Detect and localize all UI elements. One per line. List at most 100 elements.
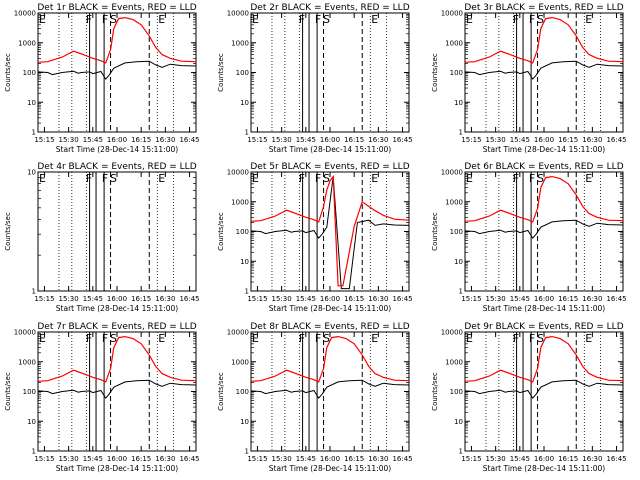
panel-title: Det 4r BLACK = Events, RED = LLD [37, 162, 196, 172]
panel-title: Det 9r BLACK = Events, RED = LLD [464, 322, 623, 332]
series-line-red [465, 175, 623, 223]
y-tick-label: 10 [454, 418, 463, 426]
panel-title: Det 6r BLACK = Events, RED = LLD [464, 162, 623, 172]
x-tick-label: 15:30 [59, 455, 79, 463]
x-axis-label: Start Time (28-Dec-14 15:11:00) [483, 145, 605, 154]
x-tick-label: 16:00 [534, 136, 554, 144]
x-tick-label: 15:45 [510, 295, 530, 303]
x-tick-label: 15:15 [247, 455, 267, 463]
marker-label: S [537, 172, 544, 185]
marker-lines [271, 172, 387, 291]
x-axis-label: Start Time (28-Dec-14 15:11:00) [483, 464, 605, 473]
x-tick-label: 16:15 [558, 136, 578, 144]
x-tick-label: 15:30 [486, 136, 506, 144]
marker-label: S [537, 332, 544, 345]
y-tick-label: 1000 [18, 39, 36, 47]
series-line-red [38, 335, 196, 383]
panel-title: Det 1r BLACK = Events, RED = LLD [37, 3, 196, 13]
y-tick-label: 1000 [18, 358, 36, 366]
series-line-black [38, 379, 196, 399]
y-axis-label: Counts/sec [217, 212, 225, 251]
y-tick-label: 1 [32, 288, 36, 296]
y-tick-label: 1000 [445, 39, 463, 47]
marker-label: F [86, 13, 92, 26]
y-axis-label: Counts/sec [431, 212, 439, 251]
x-tick-label: 16:00 [534, 455, 554, 463]
x-tick-label: 15:15 [461, 295, 481, 303]
y-axis-label: Counts/sec [217, 53, 225, 92]
y-tick-label: 10 [454, 99, 463, 107]
x-tick-label: 16:15 [131, 136, 151, 144]
x-tick-label: 16:45 [179, 295, 199, 303]
x-tick-label: 16:15 [344, 295, 364, 303]
x-tick-label: 15:45 [83, 455, 103, 463]
marker-label: F [102, 13, 108, 26]
y-tick-label: 10 [240, 99, 249, 107]
y-tick-label: 10000 [441, 169, 463, 177]
marker-label: F [513, 13, 519, 26]
x-tick-label: 16:15 [344, 136, 364, 144]
y-tick-label: 1 [245, 448, 249, 456]
x-tick-label: 16:00 [107, 295, 127, 303]
marker-label: F [315, 13, 321, 26]
y-tick-label: 10000 [227, 10, 249, 18]
x-axis-label: Start Time (28-Dec-14 15:11:00) [483, 304, 605, 313]
y-tick-label: 10 [27, 418, 36, 426]
x-tick-label: 15:15 [461, 455, 481, 463]
marker-label: E [466, 13, 473, 26]
marker-label: E [466, 332, 473, 345]
marker-label: S [110, 13, 117, 26]
x-tick-label: 15:30 [272, 295, 292, 303]
x-tick-label: 16:30 [368, 136, 388, 144]
series-group [38, 16, 196, 80]
x-tick-label: 15:15 [247, 136, 267, 144]
x-tick-label: 16:45 [179, 136, 199, 144]
y-tick-label: 10000 [227, 329, 249, 337]
x-tick-label: 15:30 [272, 136, 292, 144]
x-axis-label: Start Time (28-Dec-14 15:11:00) [56, 304, 178, 313]
marker-label: S [323, 172, 330, 185]
x-axis-label: Start Time (28-Dec-14 15:11:00) [56, 464, 178, 473]
series-line-black [251, 379, 409, 399]
x-tick-label: 16:45 [392, 295, 412, 303]
marker-label: E [158, 332, 165, 345]
y-tick-label: 100 [236, 388, 249, 396]
x-axis-label: Start Time (28-Dec-14 15:11:00) [56, 145, 178, 154]
marker-label: F [102, 172, 108, 185]
x-tick-label: 16:30 [582, 136, 602, 144]
marker-label: S [537, 13, 544, 26]
y-tick-label: 10 [454, 258, 463, 266]
x-tick-label: 16:15 [558, 295, 578, 303]
x-tick-label: 16:00 [320, 136, 340, 144]
y-tick-label: 10 [240, 258, 249, 266]
x-axis-label: Start Time (28-Dec-14 15:11:00) [269, 304, 391, 313]
y-tick-label: 100 [236, 228, 249, 236]
x-tick-label: 16:30 [368, 455, 388, 463]
x-tick-label: 15:45 [296, 455, 316, 463]
marker-label: E [371, 332, 378, 345]
series-line-red [251, 335, 409, 383]
y-tick-label: 10000 [14, 10, 36, 18]
x-tick-label: 15:15 [34, 295, 54, 303]
marker-label: E [252, 172, 259, 185]
marker-label: E [585, 13, 592, 26]
marker-lines [58, 172, 174, 291]
x-tick-label: 15:30 [59, 136, 79, 144]
series-line-red [38, 16, 196, 64]
panel-title: Det 8r BLACK = Events, RED = LLD [250, 322, 409, 332]
marker-label: E [371, 172, 378, 185]
y-tick-label: 100 [450, 69, 463, 77]
plot-frame [37, 171, 197, 292]
series-group [251, 174, 409, 290]
y-tick-label: 1000 [445, 358, 463, 366]
x-tick-label: 16:45 [392, 136, 412, 144]
series-line-red [251, 174, 409, 287]
marker-label: F [529, 13, 535, 26]
x-tick-label: 15:30 [486, 455, 506, 463]
